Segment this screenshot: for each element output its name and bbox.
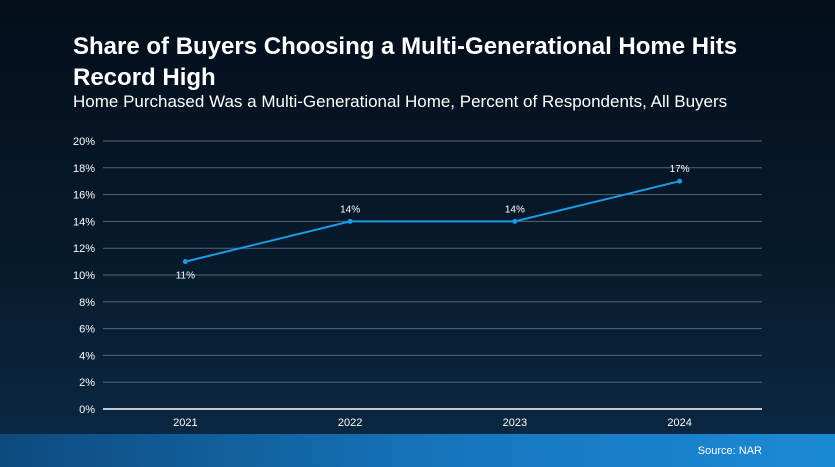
line-chart: 0% 2% 4% 6% 8% 10% 12% 14% 16% 18% 20% 2021 2022 2023… bbox=[73, 136, 762, 429]
data-point bbox=[677, 178, 683, 184]
x-tick-label: 2021 bbox=[173, 417, 197, 429]
x-tick-label: 2022 bbox=[338, 417, 362, 429]
y-tick-label: 8% bbox=[79, 297, 95, 309]
source-note: Source: NAR bbox=[697, 445, 762, 457]
x-tick-label: 2024 bbox=[667, 417, 691, 429]
series-line bbox=[185, 180, 680, 263]
footer-bar: Source: NAR bbox=[0, 434, 835, 467]
y-tick-label: 0% bbox=[79, 404, 95, 416]
y-tick-label: 10% bbox=[73, 270, 95, 282]
data-label: 14% bbox=[505, 204, 525, 215]
chart-subtitle: Home Purchased Was a Multi-Generational … bbox=[73, 92, 728, 111]
y-tick-label: 6% bbox=[79, 324, 95, 336]
y-tick-label: 12% bbox=[73, 243, 95, 255]
y-tick-label: 20% bbox=[73, 136, 95, 148]
data-point bbox=[182, 259, 188, 265]
data-label: 17% bbox=[670, 164, 690, 175]
y-tick-label: 16% bbox=[73, 190, 95, 202]
y-tick-label: 4% bbox=[79, 350, 95, 362]
y-tick-label: 2% bbox=[79, 377, 95, 389]
x-tick-label: 2023 bbox=[503, 417, 527, 429]
y-tick-label: 14% bbox=[73, 216, 95, 228]
chart-title: Share of Buyers Choosing a Multi-Generat… bbox=[73, 33, 738, 91]
y-tick-label: 18% bbox=[73, 163, 95, 175]
data-label: 14% bbox=[340, 204, 360, 215]
data-label: 11% bbox=[176, 271, 195, 282]
data-point bbox=[347, 218, 353, 224]
data-point bbox=[512, 218, 518, 224]
